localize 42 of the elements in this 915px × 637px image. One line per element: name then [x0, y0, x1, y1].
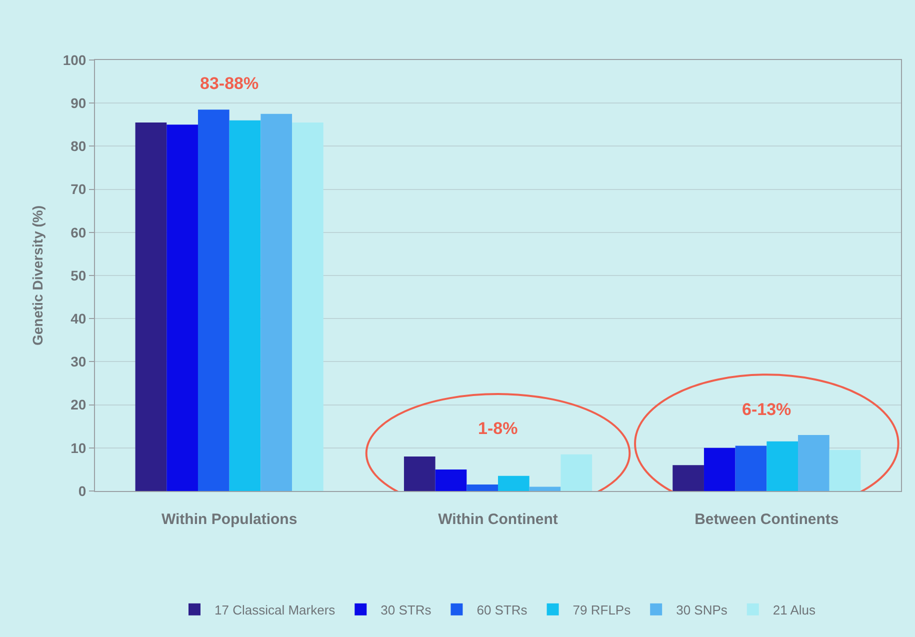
bar	[735, 446, 767, 491]
bar	[292, 122, 324, 491]
bar	[672, 465, 704, 491]
annotation: 6-13%	[742, 400, 792, 419]
y-tick-label: 0	[78, 482, 86, 499]
bar	[198, 110, 230, 491]
bar	[560, 454, 592, 491]
y-tick-label: 90	[70, 95, 86, 111]
bar	[529, 486, 561, 491]
bar	[766, 441, 798, 491]
x-tick-label: Between Continents	[694, 511, 839, 528]
y-tick-label: 40	[70, 310, 86, 326]
bar	[498, 476, 530, 491]
bar	[229, 120, 261, 491]
legend-label: 79 RFLPs	[572, 602, 632, 618]
annotation: 83-88%	[200, 74, 259, 93]
y-tick-label: 20	[70, 396, 86, 413]
bar	[704, 448, 736, 491]
x-tick-label: Within Continent	[438, 511, 558, 528]
bar	[829, 450, 861, 491]
legend-label: 30 STRs	[380, 602, 432, 618]
y-tick-label: 60	[70, 224, 86, 240]
bar	[166, 124, 198, 491]
y-tick-label: 50	[70, 267, 86, 284]
y-tick-label: 100	[62, 52, 86, 68]
annotation: 1-8%	[478, 419, 518, 438]
y-tick-label: 30	[70, 354, 86, 370]
legend-label: 30 SNPs	[676, 602, 728, 618]
x-tick-label: Within Populations	[161, 511, 298, 528]
bar	[798, 434, 830, 491]
bar	[260, 114, 292, 491]
legend-label: 17 Classical Markers	[214, 602, 336, 618]
y-tick-label: 80	[70, 138, 86, 154]
y-tick-label: 70	[70, 181, 86, 198]
y-axis-title: Genetic Diversity (%)	[29, 205, 46, 346]
bar	[466, 484, 498, 491]
y-tick-label: 10	[70, 440, 86, 456]
bar	[404, 456, 436, 491]
legend-label: 21 Alus	[772, 602, 816, 618]
legend-label: 60 STRs	[476, 602, 528, 618]
bar	[135, 122, 167, 491]
bar	[435, 469, 467, 491]
